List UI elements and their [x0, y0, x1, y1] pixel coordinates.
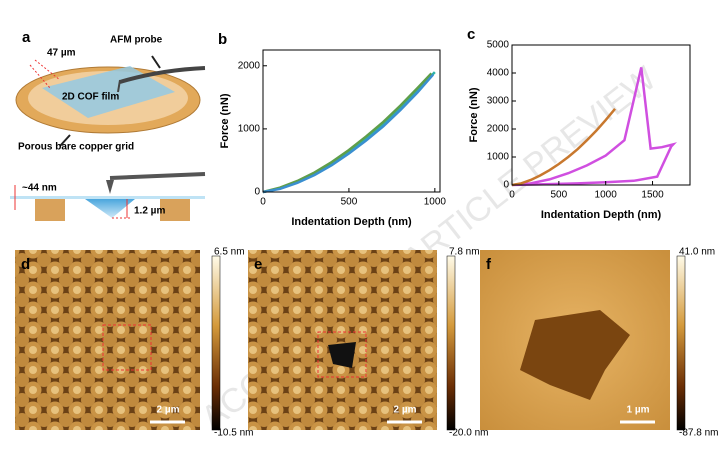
plot-frame [511, 44, 691, 186]
y-tick-label: 2000 [487, 124, 510, 135]
colorbar [446, 255, 456, 431]
y-tick-label: 1000 [238, 124, 261, 135]
indent [85, 199, 135, 218]
panel-label: e [254, 256, 262, 273]
width-label: 47 µm [47, 48, 76, 59]
x-axis-label: Indentation Depth (nm) [291, 216, 412, 228]
pointer [151, 55, 161, 69]
scale-bar-label: 2 µm [157, 405, 180, 416]
width-mark [34, 59, 61, 81]
colorbar [211, 255, 221, 431]
colorbar-max: 41.0 nm [679, 247, 715, 258]
thickness-label: ~44 nm [22, 183, 57, 194]
pointer [59, 134, 71, 147]
colorbar-min: -20.0 nm [449, 428, 488, 439]
grid-bar [160, 199, 190, 221]
y-tick-label: 2000 [238, 60, 261, 71]
scale-bar-label: 2 µm [394, 405, 417, 416]
hole [520, 310, 630, 400]
probe [119, 66, 206, 84]
probe-label: AFM probe [110, 35, 163, 46]
width-mark [29, 64, 51, 89]
y-tick-label: 0 [503, 180, 509, 191]
y-tick-label: 3000 [487, 96, 510, 107]
x-axis-label: Indentation Depth (nm) [541, 209, 662, 221]
data-line [262, 72, 433, 194]
grid-label: Porous bare copper grid [18, 142, 134, 153]
x-tick-label: 0 [260, 197, 266, 208]
data-line [511, 67, 678, 187]
y-tick-label: 0 [254, 187, 260, 198]
colorbar-min: -10.5 nm [214, 428, 253, 439]
panel-label: d [21, 256, 30, 273]
y-tick-label: 5000 [487, 40, 510, 51]
grid-bar [35, 199, 65, 221]
afm-image [248, 250, 437, 430]
plot-frame [262, 49, 441, 193]
y-tick-label: 1000 [487, 152, 510, 163]
film-side [10, 196, 205, 199]
roi-box [102, 324, 152, 371]
cof-film [42, 66, 175, 118]
panel-label: c [467, 26, 475, 43]
scale-bar-label: 1 µm [627, 405, 650, 416]
data-line [262, 73, 435, 194]
probe-tip [106, 180, 114, 194]
x-tick-label: 0 [509, 190, 515, 201]
afm-image [15, 250, 200, 430]
colorbar [676, 255, 686, 431]
hole [328, 342, 356, 368]
y-axis-label: Force (nN) [219, 93, 231, 148]
panel-label: a [22, 29, 31, 46]
data-line [262, 71, 436, 194]
probe [109, 172, 206, 180]
y-axis-label: Force (nN) [468, 87, 480, 142]
x-tick-label: 1500 [641, 190, 664, 201]
panel-label: b [218, 31, 227, 48]
colorbar-max: 7.8 nm [449, 247, 480, 258]
depth-label: 1.2 µm [134, 206, 165, 217]
y-tick-label: 4000 [487, 68, 510, 79]
schematic: a 47 µm AFM probe 2D COF film Porous bar… [10, 29, 206, 221]
colorbar-max: 6.5 nm [214, 247, 245, 258]
x-tick-label: 1000 [424, 197, 447, 208]
roi-box [317, 331, 367, 378]
colorbar-min: -87.8 nm [679, 428, 718, 439]
x-tick-label: 500 [550, 190, 567, 201]
x-tick-label: 1000 [595, 190, 618, 201]
film-label: 2D COF film [62, 92, 119, 103]
x-tick-label: 500 [341, 197, 358, 208]
probe-tip [117, 79, 121, 93]
panel-label: f [486, 256, 492, 273]
data-line [511, 108, 617, 187]
